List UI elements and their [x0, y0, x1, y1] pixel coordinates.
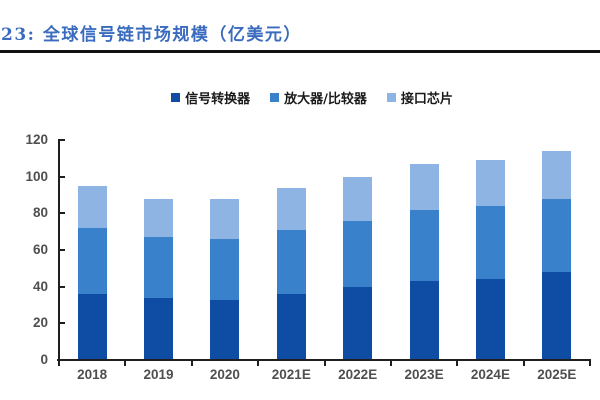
y-axis-tick-mark [60, 175, 65, 178]
bar-2021E-segment-接口芯片 [276, 187, 306, 230]
x-axis-category-label: 2022E [338, 367, 378, 382]
legend-label-amplifier-comparator: 放大器/比较器 [284, 92, 367, 107]
bar-2020-segment-放大器/比较器 [210, 239, 240, 300]
bar-2018-segment-信号转换器 [77, 294, 107, 360]
x-axis-category-label: 2021E [271, 367, 311, 382]
x-axis-category-label: 2023E [404, 367, 444, 382]
legend-item-interface-chip: 接口芯片 [386, 88, 453, 107]
bar-2025E-segment-放大器/比较器 [542, 198, 572, 272]
figure-title: 23: 全球信号链市场规模（亿美元） [1, 25, 302, 45]
y-axis-tick-label: 0 [40, 352, 48, 367]
x-axis-tick-mark [323, 361, 326, 366]
bar-2023E-segment-信号转换器 [409, 281, 439, 360]
legend-label-signal-converter: 信号转换器 [185, 92, 251, 107]
legend-label-interface-chip: 接口芯片 [400, 92, 453, 107]
y-axis-tick-mark [60, 285, 65, 288]
x-axis-tick-mark [124, 361, 127, 366]
y-axis-tick-mark [60, 212, 65, 215]
x-axis-category-label: 2024E [470, 367, 510, 382]
legend-item-amplifier-comparator: 放大器/比较器 [270, 88, 367, 107]
bar-2022E-segment-信号转换器 [343, 286, 373, 360]
x-axis-line [57, 359, 591, 361]
legend-swatch-light-blue-icon [386, 93, 396, 102]
bar-2019-segment-放大器/比较器 [144, 237, 174, 298]
y-axis-tick-label: 100 [25, 168, 48, 184]
y-axis-line [58, 139, 60, 361]
bar-2018-segment-放大器/比较器 [77, 228, 107, 294]
y-axis-tick-label: 60 [32, 242, 48, 257]
bar-2024E-segment-放大器/比较器 [475, 206, 505, 280]
bar-2023E-segment-放大器/比较器 [409, 209, 439, 282]
title-divider-rule [0, 50, 600, 53]
bar-2019-segment-信号转换器 [144, 297, 174, 360]
y-axis-tick-label: 20 [32, 315, 48, 331]
x-axis-tick-mark [522, 361, 525, 366]
x-axis-category-label: 2019 [143, 367, 174, 382]
x-axis-category-label: 2018 [77, 367, 108, 382]
legend-swatch-dark-blue-icon [171, 93, 181, 102]
bar-2025E-segment-信号转换器 [542, 272, 572, 360]
bar-2024E-segment-接口芯片 [475, 160, 505, 206]
bar-2020-segment-信号转换器 [210, 299, 240, 360]
x-axis-tick-mark [190, 361, 193, 366]
bar-2022E-segment-放大器/比较器 [343, 220, 373, 287]
x-axis-tick-mark [456, 361, 459, 366]
bar-2019-segment-接口芯片 [144, 198, 174, 238]
bar-2021E-segment-信号转换器 [276, 294, 306, 360]
y-axis-tick-mark [60, 322, 65, 325]
y-axis-tick-mark [60, 139, 65, 141]
bar-2021E-segment-放大器/比较器 [276, 229, 306, 294]
x-axis-category-label: 2025E [537, 367, 577, 382]
x-axis-tick-mark [589, 361, 591, 366]
legend-item-signal-converter: 信号转换器 [171, 88, 250, 107]
y-axis-tick-label: 80 [32, 205, 48, 221]
bar-2025E-segment-接口芯片 [542, 151, 572, 199]
bar-2023E-segment-接口芯片 [409, 163, 439, 210]
y-axis-tick-label: 40 [32, 278, 48, 294]
chart-legend: 信号转换器 放大器/比较器 接口芯片 [12, 88, 600, 107]
bar-2024E-segment-信号转换器 [475, 279, 505, 360]
y-axis-tick-mark [60, 249, 65, 251]
legend-swatch-medium-blue-icon [270, 93, 280, 102]
x-axis-tick-mark [389, 361, 392, 366]
bar-2020-segment-接口芯片 [210, 198, 240, 239]
y-axis-tick-label: 120 [25, 132, 48, 147]
bar-2018-segment-接口芯片 [77, 185, 107, 228]
x-axis-tick-mark [58, 361, 60, 366]
x-axis-category-label: 2020 [209, 367, 240, 382]
x-axis-tick-mark [257, 361, 260, 366]
bar-2022E-segment-接口芯片 [343, 176, 373, 221]
